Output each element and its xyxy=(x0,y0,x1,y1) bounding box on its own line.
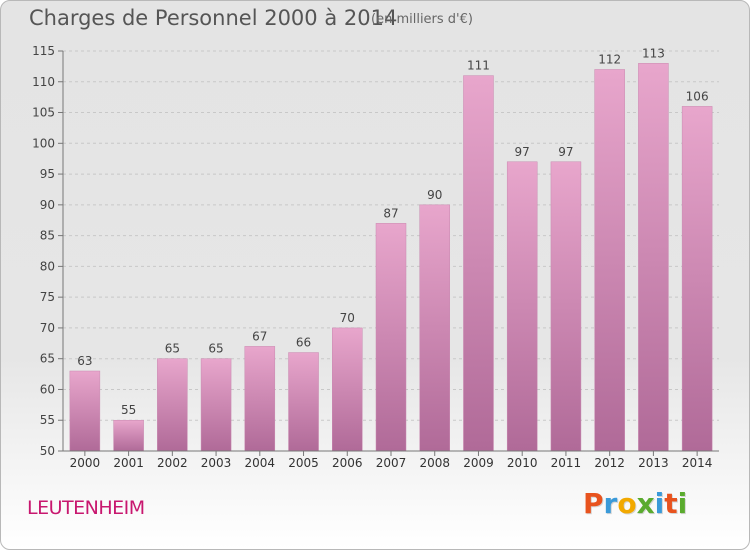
value-label-2001: 55 xyxy=(121,403,136,417)
x-tick-label-2000: 2000 xyxy=(70,456,101,470)
y-tick-label: 75 xyxy=(40,290,55,304)
x-tick-label-2011: 2011 xyxy=(551,456,582,470)
value-label-2009: 111 xyxy=(467,59,490,73)
chart-subtitle: (en milliers d'€) xyxy=(371,12,473,27)
value-label-2004: 67 xyxy=(252,329,267,343)
x-tick-label-2006: 2006 xyxy=(332,456,363,470)
y-tick-label: 85 xyxy=(40,229,55,243)
chart-title: Charges de Personnel 2000 à 2014 xyxy=(29,6,398,30)
x-tick-label-2001: 2001 xyxy=(113,456,144,470)
y-tick-label: 60 xyxy=(40,382,55,396)
x-tick-label-2013: 2013 xyxy=(638,456,669,470)
y-tick-label: 115 xyxy=(32,44,55,58)
logo-letter: i xyxy=(654,487,665,520)
x-tick-label-2012: 2012 xyxy=(594,456,625,470)
bar-2006 xyxy=(332,327,363,452)
logo-letter: x xyxy=(636,487,655,520)
value-label-2013: 113 xyxy=(642,46,665,60)
proxiti-logo: Proxiti xyxy=(583,487,687,520)
y-tick-label: 95 xyxy=(40,167,55,181)
value-label-2005: 66 xyxy=(296,336,311,350)
bar-2003 xyxy=(200,358,232,452)
x-tick-label-2007: 2007 xyxy=(376,456,407,470)
value-label-2008: 90 xyxy=(427,188,442,202)
x-tick-label-2010: 2010 xyxy=(507,456,538,470)
bar-2007 xyxy=(375,223,407,452)
bar-2004 xyxy=(244,346,276,452)
bar-2005 xyxy=(288,352,319,452)
value-label-2011: 97 xyxy=(558,145,573,159)
bar-2012 xyxy=(594,69,625,452)
y-tick-label: 80 xyxy=(40,259,55,273)
commune-name: LEUTENHEIM xyxy=(27,497,145,519)
x-tick-label-2009: 2009 xyxy=(463,456,494,470)
y-tick-label: 70 xyxy=(40,321,55,335)
logo-letter: t xyxy=(664,487,678,520)
bar-2002 xyxy=(157,358,188,452)
x-tick-label-2002: 2002 xyxy=(157,456,188,470)
logo-letter: o xyxy=(617,487,637,520)
bar-2010 xyxy=(506,161,538,452)
bar-2011 xyxy=(550,161,582,452)
x-tick-label-2008: 2008 xyxy=(419,456,450,470)
bar-2008 xyxy=(419,204,450,452)
value-label-2006: 70 xyxy=(340,311,355,325)
x-tick-label-2004: 2004 xyxy=(245,456,276,470)
bar-2013 xyxy=(638,63,669,452)
y-tick-label: 50 xyxy=(40,444,55,458)
y-tick-label: 55 xyxy=(40,413,55,427)
y-tick-label: 105 xyxy=(32,106,55,120)
logo-letter: P xyxy=(583,487,604,520)
y-tick-label: 65 xyxy=(40,352,55,366)
x-tick-label-2014: 2014 xyxy=(682,456,713,470)
value-label-2003: 65 xyxy=(208,342,223,356)
bar-2009 xyxy=(463,75,494,452)
value-label-2000: 63 xyxy=(77,354,92,368)
value-label-2014: 106 xyxy=(686,89,709,103)
y-tick-label: 110 xyxy=(32,75,55,89)
logo-letter: r xyxy=(603,487,618,520)
x-tick-label-2003: 2003 xyxy=(201,456,232,470)
value-label-2012: 112 xyxy=(598,52,621,66)
bar-2000 xyxy=(69,370,101,452)
value-label-2002: 65 xyxy=(165,342,180,356)
bar-2001 xyxy=(113,419,144,452)
logo-letter: i xyxy=(677,487,688,520)
x-tick-label-2005: 2005 xyxy=(288,456,319,470)
y-tick-label: 90 xyxy=(40,198,55,212)
y-tick-label: 100 xyxy=(32,136,55,150)
bar-2014 xyxy=(681,106,713,452)
value-label-2007: 87 xyxy=(383,206,398,220)
value-label-2010: 97 xyxy=(515,145,530,159)
